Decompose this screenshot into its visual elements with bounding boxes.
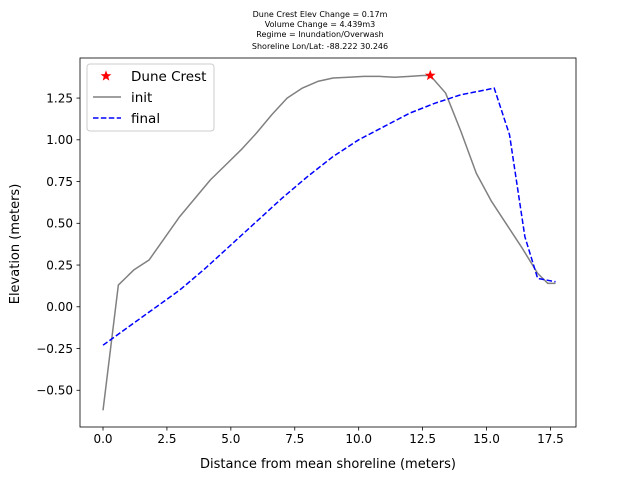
y-tick-label: 1.00	[46, 133, 73, 147]
y-tick-label: 1.25	[46, 91, 73, 105]
y-tick-label: 0.25	[46, 258, 73, 272]
x-tick-label: 5.0	[221, 432, 240, 446]
series-layer	[102, 74, 556, 411]
x-tick-label: 17.5	[537, 432, 564, 446]
legend-label: init	[131, 90, 152, 106]
legend-key-dune-crest	[100, 70, 112, 81]
y-axis: −0.50 −0.25 0.00 0.25 0.50 0.75 1.00 1.25	[36, 91, 80, 398]
x-axis-label: Distance from mean shoreline (meters)	[200, 457, 456, 472]
legend-frame	[86, 63, 215, 132]
x-tick-label: 12.5	[409, 432, 436, 446]
y-tick-label: −0.25	[36, 342, 73, 356]
x-axis: 0.0 2.5 5.0 7.5 10.0 12.5 15.0 17.5	[93, 427, 564, 446]
legend-label: final	[131, 111, 160, 127]
legend: Dune Crest init final	[86, 63, 215, 132]
y-tick-label: 0.50	[46, 217, 73, 231]
y-tick-label: −0.50	[36, 384, 73, 398]
chart-title: Dune Crest Elev Change = 0.17m Volume Ch…	[252, 10, 388, 51]
y-tick-label: 0.75	[46, 175, 73, 189]
x-tick-label: 15.0	[473, 432, 500, 446]
title-line: Volume Change = 4.439m3	[265, 20, 376, 29]
axes-border	[79, 57, 577, 428]
legend-keys	[93, 70, 121, 119]
y-axis-label: Elevation (meters)	[8, 184, 23, 305]
series-line-init	[102, 74, 556, 411]
x-tick-label: 2.5	[157, 432, 176, 446]
y-tick-label: 0.00	[46, 300, 73, 314]
x-tick-label: 7.5	[285, 432, 304, 446]
title-line: Dune Crest Elev Change = 0.17m	[253, 10, 388, 19]
x-tick-label: 10.0	[345, 432, 372, 446]
title-line: Regime = Inundation/Overwash	[256, 30, 383, 39]
axes-frame	[79, 57, 577, 428]
x-tick-label: 0.0	[93, 432, 112, 446]
legend-label: Dune Crest	[131, 69, 206, 85]
series-line-final	[102, 87, 556, 346]
title-line: Shoreline Lon/Lat: -88.222 30.246	[252, 42, 388, 51]
dune-crest-marker	[424, 69, 436, 81]
marker-layer	[424, 69, 436, 81]
